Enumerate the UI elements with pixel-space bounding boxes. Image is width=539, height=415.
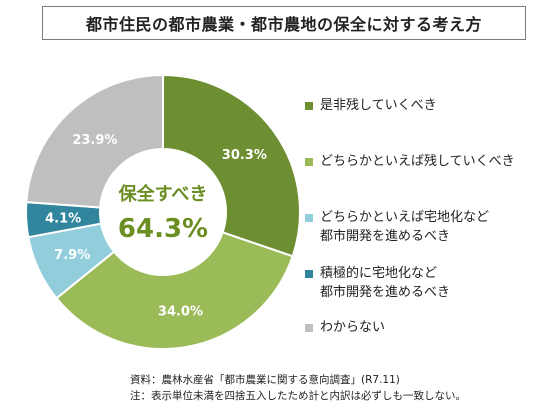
slice-value-label: 30.3% xyxy=(222,148,267,163)
slice-labels: 30.3% 34.0% 7.9% 4.1% 23.9% xyxy=(45,133,267,320)
legend-swatch xyxy=(305,158,313,166)
legend-label: 是非残していくべき xyxy=(320,96,437,115)
center-value: 64.3% xyxy=(118,214,208,244)
legend-label-line: 積極的に宅地化など xyxy=(320,266,438,281)
legend-label-line: 都市開発を進めるべき xyxy=(320,229,451,244)
legend-label-line: どちらかといえば残していくべき xyxy=(320,154,515,169)
legend-swatch xyxy=(305,324,313,332)
legend-label-line: わからない xyxy=(320,320,386,335)
center-label: 保全すべき xyxy=(118,183,208,205)
slice-value-label: 23.9% xyxy=(72,133,117,148)
legend-swatch xyxy=(305,102,313,110)
slice-value-label: 34.0% xyxy=(158,304,203,319)
slice-value-label: 4.1% xyxy=(45,212,81,227)
legend-label: わからない xyxy=(320,318,385,337)
legend-item: 是非残していくべき xyxy=(305,96,437,115)
legend-label-line: 都市開発を進めるべき xyxy=(320,285,451,300)
chart-title: 都市住民の都市農業・都市農地の保全に対する考え方 xyxy=(42,6,526,40)
legend-label-line: 是非残していくべき xyxy=(320,98,437,113)
legend-item: どちらかといえば宅地化など 都市開発を進めるべき xyxy=(305,208,489,246)
rounding-note: 注：表示単位未満を四捨五入したため計と内訳は必ずしも一致しない。 xyxy=(130,390,466,402)
legend-label: 積極的に宅地化など 都市開発を進めるべき xyxy=(320,264,450,302)
legend-swatch xyxy=(305,270,313,278)
footnote: 資料：農林水産省「都市農業に関する意向調査」(R7.11) 注：表示単位未満を四… xyxy=(130,372,466,404)
legend-item: 積極的に宅地化など 都市開発を進めるべき xyxy=(305,264,450,302)
legend-swatch xyxy=(305,214,313,222)
donut-slices xyxy=(25,73,301,350)
donut-slice xyxy=(162,73,301,258)
donut-slice xyxy=(55,231,294,350)
source-note: 資料：農林水産省「都市農業に関する意向調査」(R7.11) xyxy=(130,374,400,386)
legend-item: どちらかといえば残していくべき xyxy=(305,152,515,171)
legend-item: わからない xyxy=(305,318,385,337)
legend-label: どちらかといえば残していくべき xyxy=(320,152,515,171)
donut-slice xyxy=(25,73,164,209)
legend-label: どちらかといえば宅地化など 都市開発を進めるべき xyxy=(320,208,489,246)
slice-value-label: 7.9% xyxy=(54,248,90,263)
legend-label-line: どちらかといえば宅地化など xyxy=(320,210,490,225)
